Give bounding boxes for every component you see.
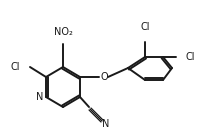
Text: Cl: Cl (140, 22, 150, 32)
Text: NO₂: NO₂ (54, 27, 72, 37)
Text: Cl: Cl (185, 52, 194, 62)
Text: N: N (36, 92, 43, 102)
Text: O: O (100, 72, 108, 82)
Text: Cl: Cl (11, 62, 20, 72)
Text: N: N (102, 119, 110, 129)
